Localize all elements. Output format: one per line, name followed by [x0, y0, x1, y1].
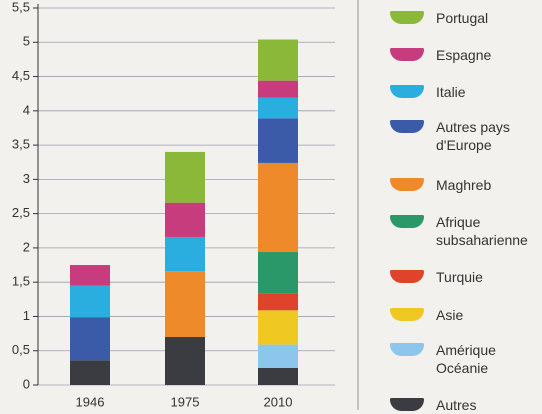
- bar-segment: [258, 252, 298, 294]
- legend-label: Espagne: [436, 47, 492, 63]
- y-tick-label: 2: [23, 239, 30, 254]
- legend-label: Autres: [436, 397, 477, 413]
- bar-segment: [258, 39, 298, 81]
- y-tick-label: 4,5: [12, 68, 30, 83]
- y-tick-label: 5,5: [12, 0, 30, 14]
- y-tick-label: 1,5: [12, 274, 30, 289]
- bar-segment: [258, 162, 298, 253]
- legend-label: Autres pays d'Europe: [436, 119, 510, 153]
- legend-item: Asie: [390, 306, 542, 324]
- y-tick-label: 0,5: [12, 342, 30, 357]
- legend-item: Amérique Océanie: [390, 341, 542, 377]
- legend-swatch: [390, 270, 424, 283]
- bar-segment: [258, 367, 298, 385]
- legend: Portugal Espagne Italie Autres pays d'Europ…: [390, 0, 542, 413]
- bar-segment: [258, 344, 298, 368]
- legend-swatch: [390, 178, 424, 191]
- y-tick-label: 5: [23, 34, 30, 49]
- legend-label: Maghreb: [436, 177, 492, 193]
- y-tick-label: 4: [23, 102, 30, 117]
- bar-segment: [70, 285, 110, 318]
- bar-segment: [258, 97, 298, 119]
- legend-swatch: [390, 11, 424, 24]
- legend-swatch: [390, 343, 424, 356]
- y-tick-label: 0: [23, 376, 30, 391]
- bar-segment: [258, 80, 298, 98]
- legend-label: Amérique Océanie: [436, 342, 496, 376]
- bar-segment: [70, 360, 110, 385]
- legend-swatch: [390, 48, 424, 61]
- bar-segment: [165, 337, 205, 385]
- x-tick-label: 1975: [171, 394, 200, 409]
- bar-segment: [165, 236, 205, 272]
- bar-segment: [70, 265, 110, 286]
- legend-swatch: [390, 85, 424, 98]
- legend-item: Afrique subsaharienne: [390, 213, 542, 249]
- legend-label: Asie: [436, 307, 464, 323]
- legend-label: Turquie: [436, 269, 483, 285]
- legend-swatch: [390, 398, 424, 411]
- legend-item: Autres pays d'Europe: [390, 118, 542, 154]
- x-tick-label: 2010: [264, 394, 293, 409]
- legend-label: Portugal: [436, 10, 489, 26]
- bar-segment: [258, 310, 298, 345]
- bar-segment: [258, 118, 298, 163]
- y-tick-label: 1: [23, 308, 30, 323]
- bar-segment: [258, 293, 298, 311]
- legend-item: Portugal: [390, 9, 542, 27]
- legend-item: Italie: [390, 83, 542, 101]
- legend-swatch: [390, 120, 424, 133]
- y-tick-label: 2,5: [12, 205, 30, 220]
- legend-item: Autres: [390, 396, 542, 414]
- legend-swatch: [390, 215, 424, 228]
- legend-item: Turquie: [390, 268, 542, 286]
- legend-label: Afrique subsaharienne: [436, 214, 528, 248]
- legend-item: Maghreb: [390, 176, 542, 194]
- bar-segment: [70, 317, 110, 361]
- bar-segment: [165, 151, 205, 203]
- x-tick-label: 1946: [76, 394, 105, 409]
- y-tick-label: 3,5: [12, 137, 30, 152]
- legend-label: Italie: [436, 84, 466, 100]
- legend-item: Espagne: [390, 46, 542, 64]
- bar-segment: [165, 271, 205, 338]
- legend-swatch: [390, 308, 424, 321]
- bar-segment: [165, 202, 205, 237]
- y-tick-label: 3: [23, 171, 30, 186]
